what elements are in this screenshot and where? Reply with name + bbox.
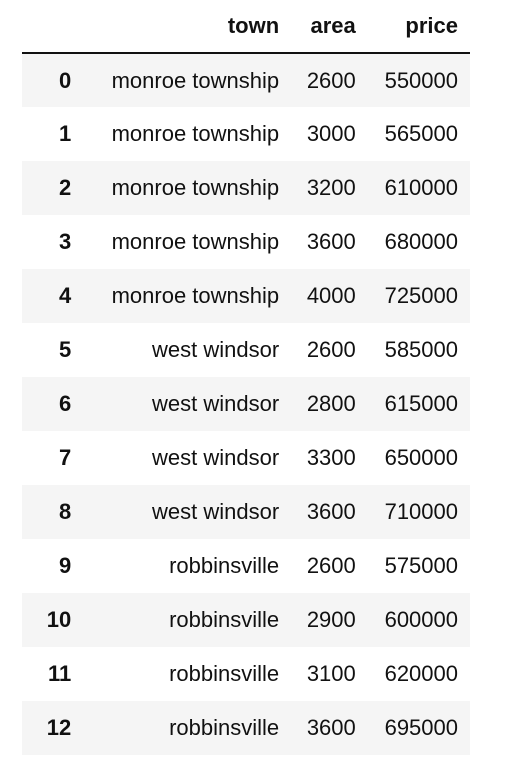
cell-area: 3600 xyxy=(306,715,356,740)
cell-area: 3000 xyxy=(306,121,356,146)
cell-area: 2600 xyxy=(306,553,356,578)
row-index: 4 xyxy=(58,283,72,308)
cell-town: robbinsville xyxy=(169,661,280,686)
cell-town: west windsor xyxy=(151,391,280,416)
cell-price: 610000 xyxy=(384,175,458,200)
cell-area: 3600 xyxy=(306,499,356,524)
cell-town: monroe township xyxy=(111,175,280,200)
column-header-town: town xyxy=(83,0,292,54)
row-index: 3 xyxy=(58,229,72,254)
table-row: 1 monroe township 3000 565000 xyxy=(22,107,470,161)
cell-price: 680000 xyxy=(384,229,458,254)
cell-area: 3600 xyxy=(306,229,356,254)
row-index: 1 xyxy=(58,121,72,146)
row-index: 10 xyxy=(46,607,72,632)
cell-town: monroe township xyxy=(111,283,280,308)
table-row: 4 monroe township 4000 725000 xyxy=(22,269,470,323)
cell-area: 3200 xyxy=(306,175,356,200)
table-row: 6 west windsor 2800 615000 xyxy=(22,377,470,431)
table-row: 3 monroe township 3600 680000 xyxy=(22,215,470,269)
cell-price: 615000 xyxy=(384,391,458,416)
cell-area: 3100 xyxy=(306,661,356,686)
cell-price: 575000 xyxy=(384,553,458,578)
table-row: 12 robbinsville 3600 695000 xyxy=(22,701,470,755)
table-row: 9 robbinsville 2600 575000 xyxy=(22,539,470,593)
dataframe-table: town area price 0 monroe township 2600 5500… xyxy=(22,0,470,755)
cell-area: 4000 xyxy=(306,283,356,308)
row-index: 2 xyxy=(58,175,72,200)
table-row: 10 robbinsville 2900 600000 xyxy=(22,593,470,647)
row-index: 0 xyxy=(58,67,72,93)
cell-town: monroe township xyxy=(111,121,280,146)
table-row: 0 monroe township 2600 550000 xyxy=(22,53,470,107)
cell-town: monroe township xyxy=(111,67,280,93)
table-row: 8 west windsor 3600 710000 xyxy=(22,485,470,539)
table-row: 7 west windsor 3300 650000 xyxy=(22,431,470,485)
cell-area: 2900 xyxy=(306,607,356,632)
header-row: town area price xyxy=(22,0,470,54)
cell-town: monroe township xyxy=(111,229,280,254)
row-index: 6 xyxy=(58,391,72,416)
table-row: 11 robbinsville 3100 620000 xyxy=(22,647,470,701)
cell-area: 3300 xyxy=(306,445,356,470)
index-header xyxy=(22,0,84,54)
table-body: 0 monroe township 2600 550000 1 monroe townsh… xyxy=(22,53,470,755)
table-row: 2 monroe township 3200 610000 xyxy=(22,161,470,215)
table-row: 5 west windsor 2600 585000 xyxy=(22,323,470,377)
row-index: 9 xyxy=(58,553,72,578)
column-header-area: area xyxy=(291,0,368,54)
cell-town: west windsor xyxy=(151,499,280,524)
cell-town: west windsor xyxy=(151,445,280,470)
cell-price: 695000 xyxy=(384,715,458,740)
cell-price: 620000 xyxy=(384,661,458,686)
row-index: 7 xyxy=(58,445,72,470)
cell-price: 710000 xyxy=(384,499,458,524)
cell-price: 565000 xyxy=(384,121,458,146)
cell-town: west windsor xyxy=(151,337,280,362)
column-header-price: price xyxy=(367,0,470,54)
cell-area: 2600 xyxy=(306,67,356,93)
cell-town: robbinsville xyxy=(169,607,280,632)
cell-area: 2600 xyxy=(306,337,356,362)
cell-price: 550000 xyxy=(384,67,458,93)
row-index: 12 xyxy=(46,715,72,740)
cell-town: robbinsville xyxy=(169,715,280,740)
cell-town: robbinsville xyxy=(169,553,280,578)
row-index: 5 xyxy=(58,337,72,362)
cell-price: 585000 xyxy=(384,337,458,362)
row-index: 11 xyxy=(47,661,72,686)
cell-price: 600000 xyxy=(384,607,458,632)
row-index: 8 xyxy=(58,499,72,524)
cell-area: 2800 xyxy=(306,391,356,416)
cell-price: 725000 xyxy=(384,283,458,308)
cell-price: 650000 xyxy=(384,445,458,470)
